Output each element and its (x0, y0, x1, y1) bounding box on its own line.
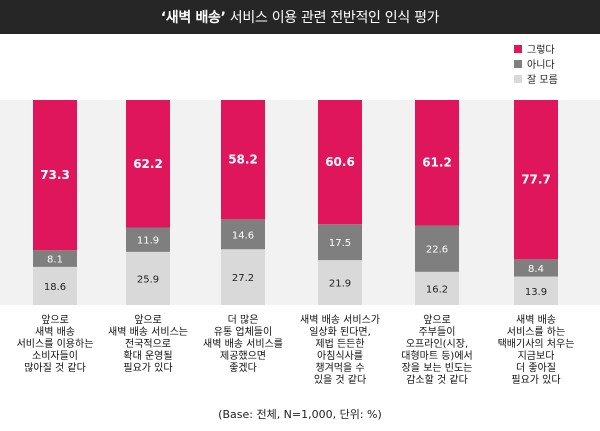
data-label-unsure-3: 27.2 (232, 273, 254, 284)
category-label-3-line-1: 더 많은 (228, 314, 259, 326)
data-label-disagree-1: 8.1 (47, 255, 63, 266)
category-label-1-line-5: 많아질 것 같다 (24, 362, 86, 374)
category-label-2-line-3: 전국적으로 (125, 338, 171, 350)
chart-title-highlight: ‘새벽 배송’ (160, 10, 226, 26)
title-bar: ‘새벽 배송’ 서비스 이용 관련 전반적인 인식 평가 (0, 0, 600, 34)
data-label-disagree-3: 14.6 (232, 230, 254, 241)
bar-unsure-6 (514, 276, 558, 305)
legend-label-agree: 그렇다 (527, 45, 555, 56)
data-label-agree-2: 62.2 (133, 157, 163, 171)
category-label-4-line-1: 새벽 배송 서비스가 (300, 314, 380, 326)
data-label-disagree-4: 17.5 (329, 238, 351, 249)
category-label-5-line-3: 오프라인(시장, (406, 338, 468, 350)
category-label-1-line-1: 앞으로 (41, 314, 69, 326)
data-label-agree-6: 77.7 (521, 173, 551, 187)
category-label-5-line-2: 주부들이 (419, 326, 456, 338)
category-label-1-line-3: 서비스를 이용하는 (17, 337, 94, 350)
bar-disagree-2 (126, 227, 170, 252)
category-label-4-line-6: 있을 것 같다 (314, 374, 366, 386)
bar-unsure-5 (415, 271, 459, 305)
data-label-unsure-5: 16.2 (426, 284, 448, 295)
data-label-agree-1: 73.3 (40, 168, 70, 182)
chart-title-text: 서비스 이용 관련 전반적인 인식 평가 (225, 10, 440, 26)
data-label-unsure-6: 13.9 (525, 287, 547, 298)
bar-disagree-5 (415, 225, 459, 272)
plot-band (0, 100, 600, 305)
category-label-5-line-6: 감소할 것 같다 (406, 374, 468, 386)
category-label-5-line-1: 앞으로 (423, 314, 451, 326)
bar-agree-6 (514, 100, 558, 260)
category-label-4-line-4: 아침식사를 (317, 350, 363, 362)
data-label-disagree-2: 11.9 (137, 236, 159, 247)
legend: 그렇다 아니다 잘 모름 (514, 41, 558, 86)
data-label-disagree-6: 8.4 (528, 264, 544, 275)
category-label-6-line-3: 택배기사의 처우는 (498, 338, 575, 350)
legend-label-unsure: 잘 모름 (527, 75, 558, 86)
category-label-6-line-6: 필요가 있다 (511, 374, 560, 386)
category-label-2-line-1: 앞으로 (134, 314, 162, 326)
footnote: (Base: 전체, N=1,000, 단위: %) (218, 408, 382, 421)
category-label-4-line-3: 제법 든든한 (315, 338, 364, 350)
category-label-3-line-4: 제공했으면 (220, 349, 266, 362)
bar-disagree-3 (221, 219, 265, 250)
data-label-disagree-5: 22.6 (426, 245, 448, 256)
category-label-6-line-1: 새벽 배송 (516, 314, 556, 326)
bar-unsure-2 (126, 251, 170, 305)
category-label-2-line-5: 필요가 있다 (123, 362, 172, 374)
category-label-5-line-4: 대형마트 등)에서 (401, 350, 472, 362)
bar-unsure-1 (33, 266, 77, 305)
legend-item-agree: 그렇다 (514, 41, 558, 56)
bar-disagree-6 (514, 259, 558, 277)
data-label-agree-3: 58.2 (228, 153, 258, 167)
category-label-1-line-2: 새벽 배송 (35, 326, 75, 338)
category-label-2-line-4: 확대 운영될 (123, 350, 172, 362)
bar-agree-3 (221, 100, 265, 220)
legend-label-disagree: 아니다 (527, 60, 555, 71)
category-label-5-line-5: 장을 보는 빈도는 (402, 362, 473, 374)
category-label-4-line-5: 챙겨먹을 수 (315, 362, 364, 374)
legend-swatch-unsure (514, 74, 522, 83)
bar-disagree-1 (33, 250, 77, 267)
bar-agree-1 (33, 100, 77, 251)
legend-swatch-agree (514, 44, 522, 53)
category-label-3-line-2: 유통 업체들이 (214, 325, 272, 338)
data-label-unsure-1: 18.6 (44, 282, 66, 293)
category-label-6-line-4: 지금보다 (518, 350, 555, 362)
bar-disagree-4 (318, 224, 362, 261)
legend-item-disagree: 아니다 (514, 56, 558, 71)
data-label-agree-4: 60.6 (325, 155, 355, 169)
data-label-unsure-2: 25.9 (137, 274, 159, 285)
bar-agree-2 (126, 100, 170, 228)
category-label-4-line-2: 일상화 된다면, (309, 326, 371, 338)
category-label-1-line-4: 소비자들이 (32, 350, 78, 362)
category-label-2-line-2: 새벽 배송 서비스는 (108, 326, 188, 338)
data-label-unsure-4: 21.9 (329, 279, 351, 290)
category-label-3-line-3: 새벽 배송 서비스를 (203, 338, 283, 350)
bar-unsure-4 (318, 260, 362, 305)
category-label-6-line-5: 더 좋아질 (516, 362, 556, 374)
legend-item-unsure: 잘 모름 (514, 71, 558, 86)
legend-swatch-disagree (514, 59, 522, 68)
category-label-6-line-2: 서비스를 하는 (507, 325, 565, 338)
bar-agree-5 (415, 100, 459, 226)
category-label-3-line-5: 좋겠다 (229, 362, 257, 374)
bar-unsure-3 (221, 249, 265, 305)
bar-agree-4 (318, 100, 362, 225)
data-label-agree-5: 61.2 (422, 156, 452, 170)
